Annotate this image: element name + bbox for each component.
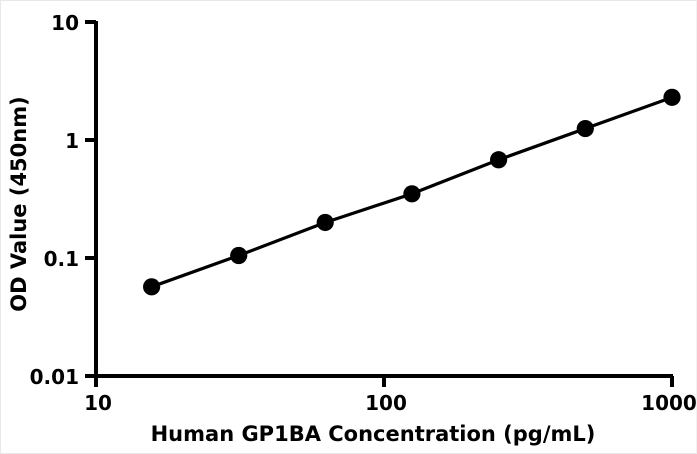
y-axis-title: OD Value (450nm) [7, 96, 31, 311]
data-point-marker[interactable] [490, 151, 508, 169]
data-point-marker[interactable] [403, 185, 421, 203]
x-tick-label-10: 10 [84, 391, 112, 415]
y-tick-label-0.01: 0.01 [30, 365, 79, 389]
data-point-marker[interactable] [316, 213, 334, 232]
y-tick-label-1: 1 [65, 129, 79, 153]
y-tick-label-10: 10 [51, 11, 79, 35]
data-series-layer [143, 88, 681, 296]
x-tick-label-1000: 1000 [641, 391, 697, 415]
data-point-marker[interactable] [576, 119, 594, 138]
data-point-marker[interactable] [143, 278, 161, 296]
x-axis-title: Human GP1BA Concentration (pg/mL) [151, 422, 596, 446]
y-tick-label-0.1: 0.1 [44, 247, 79, 271]
x-tick-label-100: 100 [365, 391, 407, 415]
data-point-marker[interactable] [230, 246, 248, 265]
data-point-marker[interactable] [663, 88, 681, 106]
